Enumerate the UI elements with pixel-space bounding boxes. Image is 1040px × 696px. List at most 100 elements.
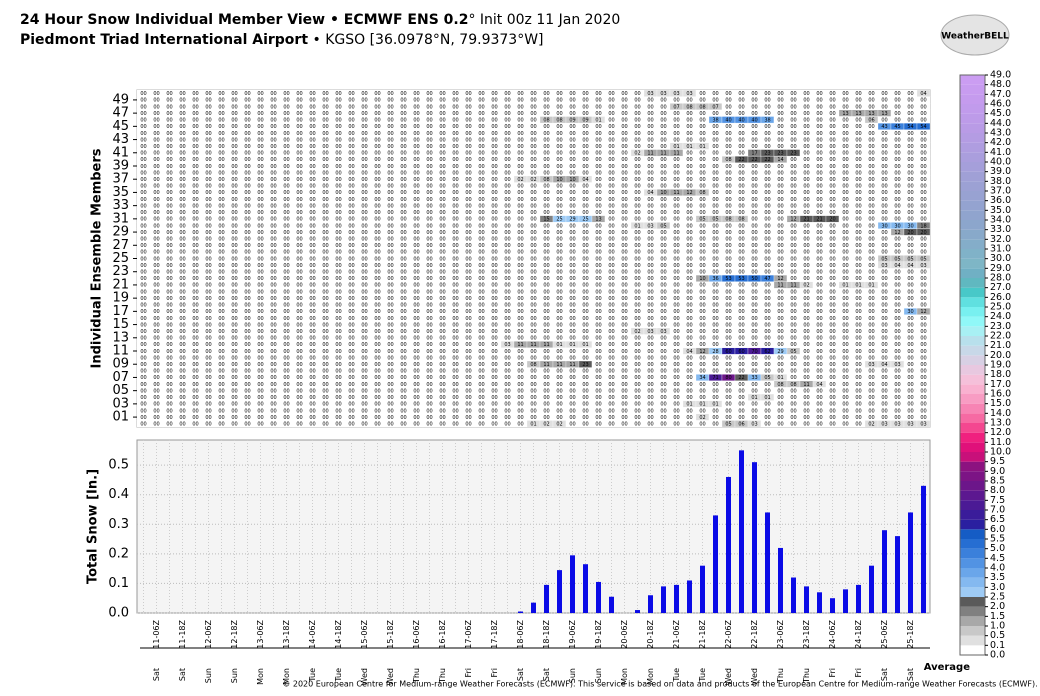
cell-label: 10	[556, 177, 562, 183]
cell-label: 00	[413, 382, 419, 388]
cell-label: 00	[595, 342, 601, 348]
cell-label: 00	[296, 309, 302, 315]
cell-label: 00	[634, 217, 640, 223]
cell-label: 00	[387, 170, 393, 176]
cell-label: 00	[920, 355, 926, 361]
cell-label: 00	[348, 270, 354, 276]
cell-label: 00	[309, 388, 315, 394]
cell-label: 00	[855, 276, 861, 282]
cell-label: 00	[452, 402, 458, 408]
cell-label: 00	[361, 276, 367, 282]
cell-label: 00	[244, 270, 250, 276]
cell-label: 00	[699, 369, 705, 375]
cell-label: 00	[361, 329, 367, 335]
cell-label: 00	[803, 236, 809, 242]
cell-label: 00	[283, 276, 289, 282]
cell-label: 00	[530, 157, 536, 163]
cell-label: 00	[647, 369, 653, 375]
cell-label: 00	[673, 322, 679, 328]
cell-label: 00	[725, 263, 731, 269]
cell-label: 00	[166, 164, 172, 170]
cell-label: 00	[634, 395, 640, 401]
cell-label: 00	[868, 223, 874, 229]
cell-label: 00	[907, 236, 913, 242]
cell-label: 00	[738, 236, 744, 242]
cell-label: 00	[283, 289, 289, 295]
cell-label: 00	[426, 415, 432, 421]
cell-label: 00	[400, 296, 406, 302]
cell-label: 00	[244, 421, 250, 427]
cell-label: 00	[426, 395, 432, 401]
cell-label: 00	[595, 276, 601, 282]
cell-label: 00	[660, 230, 666, 236]
cell-label: 00	[673, 329, 679, 335]
cell-label: 00	[907, 170, 913, 176]
cell-label: 00	[920, 408, 926, 414]
cell-label: 00	[816, 362, 822, 368]
cell-label: 00	[452, 197, 458, 203]
cell-label: 00	[452, 276, 458, 282]
cell-label: 00	[725, 210, 731, 216]
cell-label: 00	[686, 408, 692, 414]
cell-label: 00	[478, 349, 484, 355]
cell-label: 00	[218, 157, 224, 163]
cell-label: 00	[400, 276, 406, 282]
cell-label: 00	[673, 296, 679, 302]
cell-label: 00	[751, 164, 757, 170]
cell-label: 00	[296, 375, 302, 381]
cell-label: 00	[322, 309, 328, 315]
cell-label: 00	[530, 375, 536, 381]
cell-label: 00	[686, 203, 692, 209]
cell-label: 00	[205, 276, 211, 282]
cell-label: 00	[426, 210, 432, 216]
cell-label: 00	[153, 303, 159, 309]
cell-label: 00	[907, 276, 913, 282]
cell-label: 00	[608, 289, 614, 295]
cell-label: 00	[595, 408, 601, 414]
cell-label: 00	[205, 289, 211, 295]
cell-label: 00	[374, 164, 380, 170]
cell-label: 00	[504, 336, 510, 342]
cell-label: 00	[673, 270, 679, 276]
cell-label: 00	[673, 217, 679, 223]
cell-label: 00	[231, 230, 237, 236]
cell-label: 53	[738, 276, 744, 282]
cell-label: 11	[790, 283, 796, 289]
cell-label: 00	[738, 362, 744, 368]
cell-label: 01	[842, 283, 848, 289]
cell-label: 00	[699, 303, 705, 309]
cell-label: 00	[738, 296, 744, 302]
cell-label: 00	[257, 263, 263, 269]
cell-label: 00	[439, 382, 445, 388]
cell-label: 00	[452, 421, 458, 427]
cell-label: 00	[751, 362, 757, 368]
cell-label: 00	[361, 316, 367, 322]
cell-label: 00	[790, 375, 796, 381]
cell-label: 00	[764, 256, 770, 262]
cell-label: 00	[855, 329, 861, 335]
cell-label: 00	[816, 177, 822, 183]
cell-label: 00	[894, 270, 900, 276]
cell-label: 00	[153, 177, 159, 183]
cell-label: 00	[582, 263, 588, 269]
cell-label: 00	[283, 230, 289, 236]
cell-label: 00	[816, 197, 822, 203]
cell-label: 00	[751, 217, 757, 223]
cell-label: 00	[283, 243, 289, 249]
cell-label: 02	[634, 329, 640, 335]
cell-label: 00	[413, 190, 419, 196]
cell-label: 00	[309, 263, 315, 269]
cell-label: 00	[166, 415, 172, 421]
cell-label: 00	[803, 316, 809, 322]
cell-label: 00	[660, 157, 666, 163]
cell-label: 00	[764, 421, 770, 427]
cell-label: 00	[413, 184, 419, 190]
cell-label: 00	[673, 402, 679, 408]
cell-label: 00	[361, 243, 367, 249]
cell-label: 00	[582, 250, 588, 256]
cell-label: 00	[478, 184, 484, 190]
cell-label: 00	[348, 177, 354, 183]
cell-label: 00	[907, 336, 913, 342]
cell-label: 00	[374, 342, 380, 348]
cell-label: 00	[296, 349, 302, 355]
